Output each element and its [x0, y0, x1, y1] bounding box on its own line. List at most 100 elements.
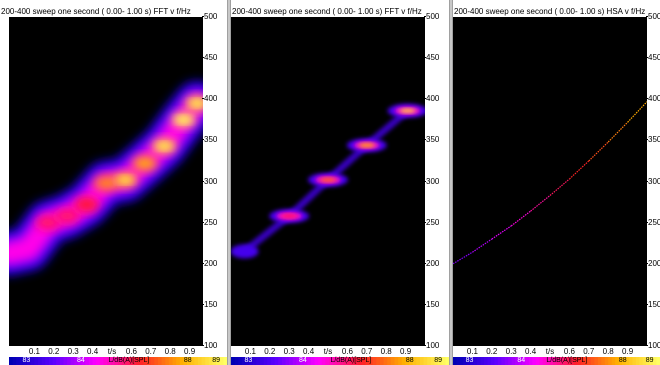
colorbar-tick-label: 83	[244, 357, 253, 364]
colorbar-swatch	[566, 357, 571, 365]
colorbar-tick-label: 88	[405, 357, 414, 364]
panel-splitter[interactable]	[227, 0, 231, 365]
ridge-hotspot	[132, 156, 157, 171]
colorbar-swatch	[532, 357, 537, 365]
colorbar-swatch	[92, 357, 97, 365]
colorbar-swatch	[484, 357, 489, 365]
hsa-line-segment	[627, 101, 647, 123]
ridge-peak	[119, 176, 132, 183]
colorbar-swatch	[121, 357, 126, 365]
colorbar-swatch	[118, 357, 123, 365]
colorbar-swatch	[310, 357, 316, 365]
hsa-panel: 200-400 sweep one second ( 0.00- 1.00 s)…	[453, 0, 660, 365]
x-tick-label: 0.4	[525, 347, 537, 356]
colorbar-swatch	[445, 357, 449, 365]
colorbar-unit-label: L/dB(A)[SPL]	[546, 357, 588, 364]
colorbar-swatch	[70, 357, 75, 365]
hsa-line-segment	[510, 210, 531, 227]
colorbar-swatch	[365, 357, 370, 365]
colorbar-swatch	[463, 357, 468, 365]
energy-blob-peak	[281, 214, 298, 219]
energy-blob-peak	[320, 177, 336, 182]
colorbar-swatch	[649, 357, 654, 365]
x-tick-label: 0.4	[87, 347, 99, 356]
colorbar-swatch	[497, 357, 502, 365]
colorbar-swatch	[628, 357, 633, 365]
colorbar-swatch	[423, 357, 428, 365]
colorbar-swatch	[260, 357, 265, 365]
hsa-line-segment	[491, 225, 512, 240]
y-tick-label: 300	[201, 176, 218, 186]
colorbar-swatch	[528, 357, 533, 365]
colorbar-swatch	[63, 357, 68, 365]
y-tick-label: 200	[201, 258, 218, 268]
colorbar-swatch	[325, 357, 330, 365]
plot-area[interactable]	[453, 17, 647, 346]
colorbar-swatch	[45, 357, 50, 365]
colorbar-swatch	[281, 357, 287, 365]
colorbar-swatch	[390, 357, 396, 365]
colorbar-swatch	[470, 357, 475, 365]
colorbar-swatch	[154, 357, 159, 365]
colorbar-swatch	[241, 357, 247, 365]
colorbar-swatch	[358, 357, 363, 365]
colorbar-swatch	[249, 357, 254, 365]
plot-area[interactable]	[231, 17, 425, 346]
x-tick-label: 0.8	[164, 347, 176, 356]
colorbar-swatch	[336, 357, 341, 365]
plot-area[interactable]	[9, 17, 203, 346]
y-tick-label: 200	[423, 258, 440, 268]
colorbar-swatch	[416, 357, 421, 365]
colorbar-gradient	[453, 357, 660, 365]
colorbar-swatch	[480, 357, 485, 365]
colorbar-tick-label: 88	[618, 357, 627, 364]
y-tick-label: 300	[423, 176, 440, 186]
colorbar-swatch	[559, 357, 564, 365]
x-tick-label: 0.9	[184, 347, 196, 356]
colorbar-swatch	[419, 357, 425, 365]
hsa-line-segment	[568, 160, 590, 180]
colorbar-swatch	[515, 357, 520, 365]
x-tick-label: 0.3	[67, 347, 79, 356]
colorbar-swatch	[34, 357, 39, 365]
ridge-hotspot	[55, 209, 80, 224]
colorbar-swatch	[387, 357, 392, 365]
panel-title: 200-400 sweep one second ( 0.00- 1.00 s)…	[232, 7, 422, 16]
colorbar-swatch	[487, 357, 492, 365]
colorbar-swatch	[52, 357, 57, 365]
colorbar-swatch	[231, 357, 236, 365]
colorbar-swatch	[88, 357, 94, 365]
colorbar-swatch	[553, 357, 558, 365]
colorbar-swatch	[656, 357, 660, 365]
y-tick-label: 300	[645, 176, 660, 186]
colorbar-swatch	[570, 357, 575, 365]
colorbar-swatch	[114, 357, 119, 365]
spectrogram-canvas	[9, 80, 203, 277]
colorbar-swatch	[16, 357, 21, 365]
x-tick-label: 0.6	[125, 347, 137, 356]
colorbar-swatch	[372, 357, 377, 365]
colorbar-swatch	[430, 357, 436, 365]
colorbar-swatch	[611, 357, 616, 365]
colorbar-swatch	[147, 357, 152, 365]
x-tick-label: 0.7	[583, 347, 595, 356]
colorbar-swatch	[518, 357, 523, 365]
hsa-line-segment	[549, 178, 570, 196]
panel-splitter[interactable]	[449, 0, 453, 365]
colorbar-swatch	[296, 357, 301, 365]
x-tick-label: 0.1	[244, 347, 256, 356]
colorbar-swatch	[522, 357, 527, 365]
hsa-line-segment	[607, 121, 629, 143]
colorbar-swatch	[12, 357, 17, 365]
colorbar-swatch	[584, 357, 589, 365]
ridge-hotspot	[74, 197, 99, 212]
colorbar-swatch	[542, 357, 547, 365]
colorbar-swatch	[539, 357, 544, 365]
colorbar-swatch	[329, 357, 334, 365]
colorbar: 83 84 L/dB(A)[SPL] 88 89	[453, 357, 660, 365]
y-axis: 500 450 400 350 300 250 200 150 100	[201, 12, 227, 350]
colorbar-swatch	[263, 357, 268, 365]
colorbar-swatch	[618, 357, 623, 365]
colorbar-swatch	[201, 357, 206, 365]
colorbar-swatch	[473, 357, 478, 365]
